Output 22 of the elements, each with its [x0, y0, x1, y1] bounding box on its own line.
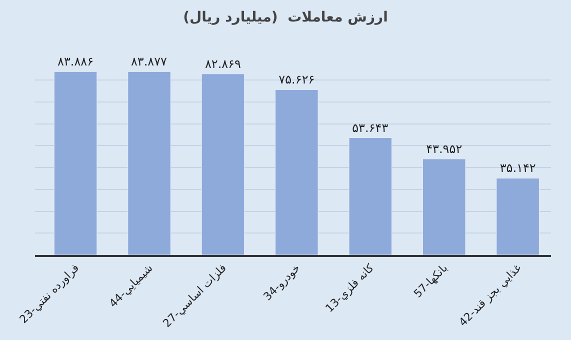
bar [54, 71, 98, 255]
data-label: ۸۳.۸۸۶ [58, 54, 94, 69]
data-label: ۵۳.۶۴۳ [352, 120, 389, 135]
bar [496, 178, 540, 255]
bar [422, 158, 466, 255]
data-label: ۳۵.۱۴۲ [500, 161, 536, 176]
x-tick-label: 57-بانكها [411, 262, 450, 300]
data-label: ۴۳.۹۵۲ [426, 142, 462, 156]
bar [201, 74, 245, 255]
data-label: ۷۵.۶۲۶ [278, 72, 315, 87]
data-label: ۸۲.۸۶۹ [204, 56, 241, 71]
x-tick-label: 27-فلزات اساسي [160, 262, 229, 330]
x-tick-label: 13-كانه فلزي [322, 260, 377, 315]
bar [128, 71, 171, 255]
x-tick-label: 42-غذايي بجز قند [456, 261, 524, 329]
bar [275, 89, 318, 255]
chart-title: ارزش معاملات (میلیارد ریال) [183, 10, 388, 26]
x-tick-label: 44-شيميايي [106, 262, 156, 310]
x-tick-label: 34-خودرو [260, 262, 303, 304]
x-tick-label: 23-فراورده نفتي [17, 262, 82, 326]
data-label: ۸۳.۸۷۷ [130, 54, 168, 69]
bar [348, 138, 392, 255]
